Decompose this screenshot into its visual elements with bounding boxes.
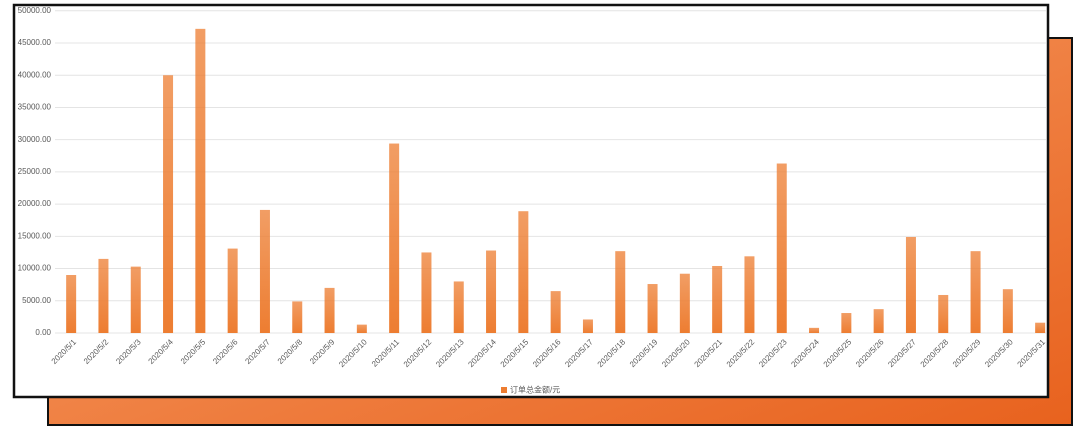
bar bbox=[518, 211, 529, 333]
bar bbox=[356, 324, 367, 333]
y-tick-label: 20000.00 bbox=[18, 199, 52, 208]
bar bbox=[195, 28, 206, 333]
y-tick-label: 30000.00 bbox=[18, 135, 52, 144]
bar bbox=[744, 256, 755, 333]
bar bbox=[841, 313, 852, 333]
bar bbox=[712, 265, 723, 333]
bar bbox=[98, 258, 109, 333]
bar bbox=[486, 250, 497, 333]
bar bbox=[163, 75, 174, 334]
bar bbox=[324, 287, 335, 333]
bar bbox=[873, 309, 884, 333]
bar bbox=[550, 291, 561, 333]
y-tick-label: 50000.00 bbox=[18, 6, 52, 15]
y-tick-label: 15000.00 bbox=[18, 231, 52, 240]
bar bbox=[938, 294, 949, 333]
y-tick-label: 0.00 bbox=[35, 328, 51, 337]
bar bbox=[776, 163, 787, 333]
y-tick-label: 5000.00 bbox=[22, 296, 51, 305]
bar bbox=[66, 275, 77, 333]
bar bbox=[970, 251, 981, 333]
bar bbox=[259, 209, 270, 333]
y-tick-label: 10000.00 bbox=[18, 264, 52, 273]
legend-label: 订单总金额/元 bbox=[510, 385, 560, 395]
legend-swatch bbox=[501, 387, 507, 393]
y-tick-label: 45000.00 bbox=[18, 38, 52, 47]
bar bbox=[647, 284, 658, 333]
bar bbox=[1035, 322, 1046, 333]
bar bbox=[905, 236, 916, 333]
bar bbox=[453, 281, 464, 333]
y-tick-label: 35000.00 bbox=[18, 103, 52, 112]
y-tick-label: 25000.00 bbox=[18, 167, 52, 176]
bar bbox=[582, 319, 593, 333]
bar bbox=[130, 266, 141, 333]
bar bbox=[227, 248, 238, 333]
bar bbox=[292, 301, 303, 333]
bar bbox=[615, 251, 626, 333]
bar bbox=[1002, 289, 1013, 333]
bar bbox=[809, 327, 820, 333]
bar bbox=[679, 273, 690, 333]
bar bbox=[389, 143, 400, 333]
y-tick-label: 40000.00 bbox=[18, 70, 52, 79]
bar bbox=[421, 252, 432, 333]
